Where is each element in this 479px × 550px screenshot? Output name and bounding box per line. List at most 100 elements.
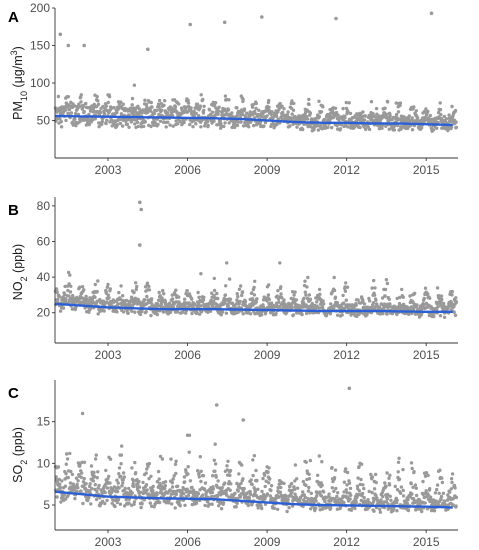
data-point [117, 486, 121, 490]
data-point [176, 122, 180, 126]
data-point [217, 105, 221, 109]
data-point [233, 125, 237, 130]
data-point [142, 124, 146, 129]
data-point [81, 501, 85, 506]
data-point [348, 486, 353, 491]
data-point [263, 312, 268, 316]
data-point [388, 494, 392, 498]
data-point [241, 97, 245, 102]
data-point [345, 285, 350, 289]
data-point [135, 284, 139, 289]
data-point [380, 494, 385, 499]
data-point [166, 120, 170, 124]
data-point [93, 483, 98, 487]
data-point [409, 461, 414, 465]
data-point [121, 310, 126, 314]
data-point [223, 121, 227, 125]
data-point [342, 480, 347, 484]
data-point [144, 310, 148, 314]
data-point [362, 118, 367, 122]
data-point [424, 107, 428, 111]
data-point [378, 510, 383, 514]
data-point [172, 474, 176, 478]
data-point [140, 502, 144, 506]
data-point [145, 294, 149, 299]
data-point [308, 111, 313, 115]
data-point [102, 309, 106, 313]
data-point [198, 104, 202, 108]
data-point [250, 291, 254, 295]
data-point [225, 493, 229, 497]
data-point [289, 481, 294, 486]
data-point [281, 110, 285, 115]
data-point [81, 104, 86, 109]
data-point [66, 95, 71, 99]
data-point [211, 487, 215, 491]
data-point [267, 297, 271, 302]
data-point [333, 468, 338, 472]
data-point [330, 486, 334, 490]
data-point [260, 506, 264, 511]
data-point [356, 476, 360, 480]
data-point [292, 487, 297, 492]
data-point [424, 471, 429, 475]
data-point [225, 464, 229, 468]
data-point [430, 500, 435, 505]
scatter-points [53, 386, 459, 514]
data-point [173, 462, 178, 466]
data-point [318, 292, 322, 296]
data-point [346, 125, 350, 129]
data-point [216, 109, 221, 113]
data-point [412, 306, 416, 311]
data-point [374, 106, 379, 111]
x-tick-label: 2015 [413, 348, 440, 362]
data-point [106, 282, 110, 287]
data-point [132, 290, 136, 294]
y-tick-label: 10 [37, 456, 51, 470]
data-point [65, 452, 69, 456]
data-point [168, 123, 172, 127]
data-point [269, 488, 273, 493]
data-point [58, 117, 62, 121]
data-point [215, 291, 219, 296]
data-point [420, 509, 424, 514]
data-point [197, 295, 201, 299]
data-point [235, 299, 240, 303]
data-point [100, 499, 105, 503]
data-point [290, 306, 294, 310]
data-point [151, 488, 155, 493]
data-point [223, 293, 228, 297]
data-point [146, 464, 150, 468]
data-point [79, 475, 84, 479]
data-point [248, 492, 253, 496]
data-point [410, 128, 415, 132]
data-point [409, 482, 413, 486]
data-point [422, 302, 426, 307]
data-point [199, 125, 203, 129]
data-point [145, 281, 150, 285]
data-point [118, 117, 122, 122]
data-point [115, 310, 119, 314]
data-point [219, 500, 223, 504]
data-point [116, 302, 120, 306]
data-point [384, 484, 388, 488]
data-point [177, 295, 181, 299]
data-point [56, 94, 61, 99]
data-point [195, 310, 199, 315]
data-point [127, 486, 131, 491]
data-point [132, 502, 136, 506]
data-point [414, 493, 419, 498]
data-point [246, 311, 250, 315]
data-point [442, 114, 446, 119]
data-point [343, 285, 347, 289]
data-point [287, 506, 291, 510]
data-point [413, 291, 417, 295]
data-point [450, 289, 454, 294]
x-tick-label: 2015 [413, 163, 440, 177]
data-point [78, 462, 82, 467]
data-point [132, 484, 136, 489]
data-point [419, 507, 423, 511]
data-point [333, 295, 338, 299]
data-point [436, 110, 441, 115]
data-point [367, 489, 371, 494]
